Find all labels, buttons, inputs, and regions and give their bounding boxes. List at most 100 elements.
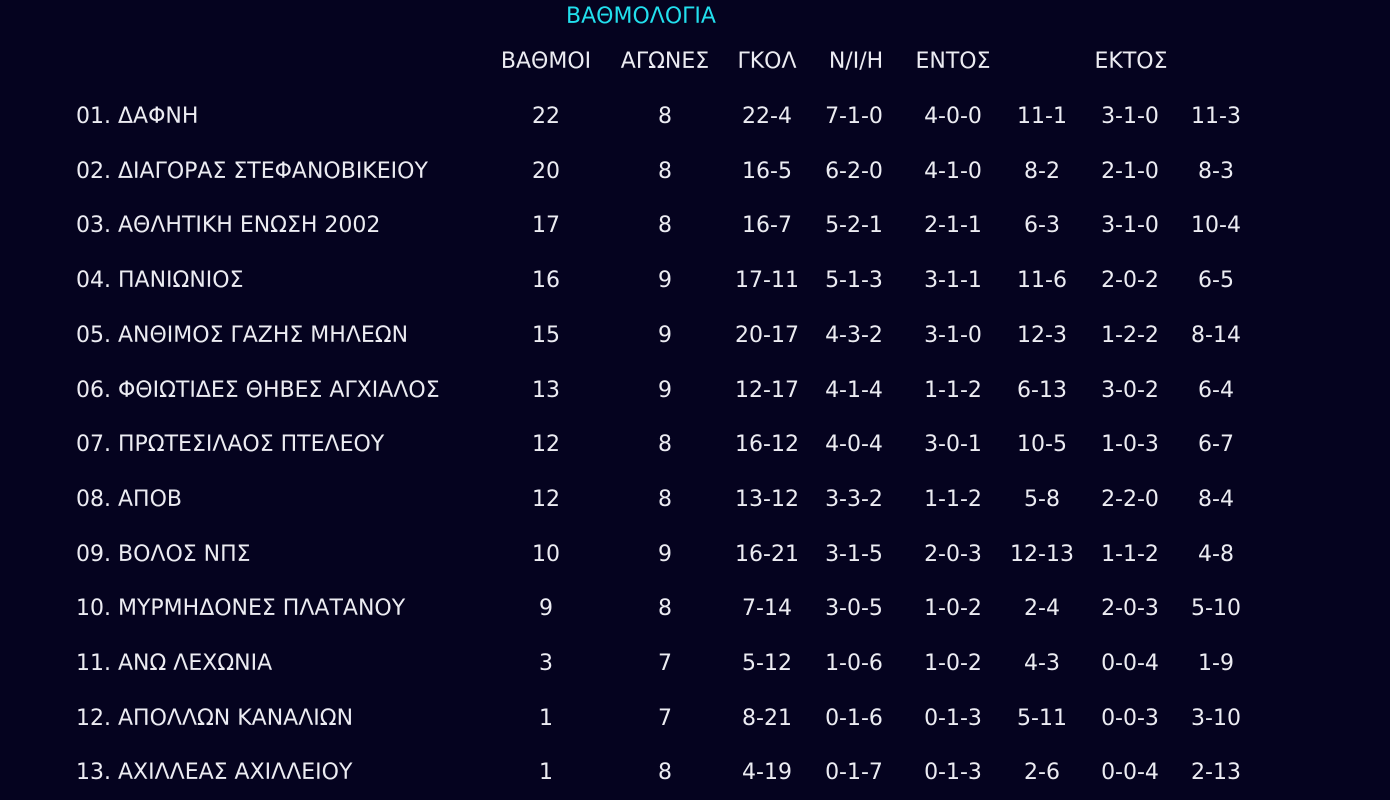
cell-games: 8 (658, 596, 672, 622)
cell-away-goals: 11-3 (1191, 104, 1241, 129)
cell-home-record: 3-0-1 (924, 432, 982, 458)
cell-games: 8 (658, 213, 672, 239)
cell-games: 9 (658, 322, 672, 348)
cell-away-goals: 8-4 (1198, 486, 1234, 512)
cell-goals: 4-19 (742, 760, 792, 786)
team-name: 10. ΜΥΡΜΗΔΟΝΕΣ ΠΛΑΤΑΝΟΥ (76, 596, 406, 622)
team-name: 13. ΑΧΙΛΛΕΑΣ ΑΧΙΛΛΕΙΟΥ (76, 760, 353, 786)
cell-away-record: 3-0-2 (1101, 377, 1159, 403)
table-row: 05. ΑΝΘΙΜΟΣ ΓΑΖΗΣ ΜΗΛΕΩΝ 15 9 20-17 4-3-2 3-1… (0, 316, 1390, 356)
team-name: 01. ΔΑΦΝΗ (76, 104, 199, 129)
table-row: 12. ΑΠΟΛΛΩΝ ΚΑΝΑΛΙΩΝ 1 7 8-21 0-1-6 0-1-3 5-11… (0, 699, 1390, 739)
cell-goals: 22-4 (742, 104, 792, 129)
cell-away-record: 2-2-0 (1101, 486, 1159, 512)
cell-away-goals: 6-4 (1198, 377, 1234, 403)
cell-points: 12 (532, 486, 560, 512)
cell-away-goals: 10-4 (1191, 213, 1241, 239)
cell-away-goals: 6-5 (1198, 268, 1234, 294)
cell-goals: 17-11 (735, 268, 799, 294)
cell-home-record: 1-1-2 (924, 486, 982, 512)
cell-away-record: 2-1-0 (1101, 158, 1159, 184)
cell-points: 9 (539, 596, 553, 622)
cell-home-goals: 12-13 (1010, 541, 1074, 567)
cell-games: 8 (658, 760, 672, 786)
cell-goals: 16-12 (735, 432, 799, 458)
cell-games: 9 (658, 541, 672, 567)
team-name: 12. ΑΠΟΛΛΩΝ ΚΑΝΑΛΙΩΝ (76, 705, 354, 731)
cell-home-record: 0-1-3 (924, 705, 982, 731)
cell-record: 3-1-5 (825, 541, 883, 567)
cell-record: 6-2-0 (825, 158, 883, 184)
cell-record: 5-1-3 (825, 268, 883, 294)
cell-record: 0-1-7 (825, 760, 883, 786)
cell-away-record: 1-1-2 (1101, 541, 1159, 567)
cell-goals: 5-12 (742, 651, 792, 676)
cell-goals: 13-12 (735, 486, 799, 512)
team-name: 04. ΠΑΝΙΩΝΙΟΣ (76, 268, 244, 294)
cell-points: 12 (532, 432, 560, 458)
cell-points: 10 (532, 541, 560, 567)
cell-record: 3-3-2 (825, 486, 883, 512)
cell-away-record: 1-2-2 (1101, 322, 1159, 348)
cell-record: 4-0-4 (825, 432, 883, 458)
cell-away-record: 2-0-3 (1101, 596, 1159, 622)
cell-points: 22 (532, 104, 560, 129)
cell-games: 8 (658, 104, 672, 129)
cell-home-goals: 6-13 (1017, 377, 1067, 403)
cell-away-goals: 6-7 (1198, 432, 1234, 458)
cell-away-goals: 8-14 (1191, 322, 1241, 348)
cell-home-goals: 11-6 (1017, 268, 1067, 294)
cell-home-goals: 11-1 (1017, 104, 1067, 129)
table-row: 11. ΑΝΩ ΛΕΧΩΝΙΑ 3 7 5-12 1-0-6 1-0-2 4-3 0-0-4 1… (0, 644, 1390, 684)
cell-home-goals: 5-11 (1017, 705, 1067, 731)
cell-home-record: 4-0-0 (924, 104, 982, 129)
cell-goals: 8-21 (742, 705, 792, 731)
cell-points: 13 (532, 377, 560, 403)
cell-points: 3 (539, 651, 553, 676)
table-row: 03. ΑΘΛΗΤΙΚΗ ΕΝΩΣΗ 2002 17 8 16-7 5-2-1 2-1-1… (0, 206, 1390, 246)
header-away: ΕΚΤΟΣ (1094, 49, 1168, 74)
cell-record: 1-0-6 (825, 651, 883, 676)
cell-away-record: 0-0-3 (1101, 705, 1159, 731)
cell-games: 7 (658, 705, 672, 731)
cell-home-record: 2-0-3 (924, 541, 982, 567)
cell-home-record: 3-1-1 (924, 268, 982, 294)
team-name: 05. ΑΝΘΙΜΟΣ ΓΑΖΗΣ ΜΗΛΕΩΝ (76, 322, 409, 348)
cell-away-goals: 5-10 (1191, 596, 1241, 622)
cell-home-record: 1-0-2 (924, 596, 982, 622)
cell-away-record: 1-0-3 (1101, 432, 1159, 458)
cell-games: 8 (658, 432, 672, 458)
cell-home-record: 4-1-0 (924, 158, 982, 184)
table-row: 07. ΠΡΩΤΕΣΙΛΑΟΣ ΠΤΕΛΕΟΥ 12 8 16-12 4-0-4 3-0-… (0, 425, 1390, 465)
cell-away-goals: 4-8 (1198, 541, 1234, 567)
header-games: ΑΓΩΝΕΣ (620, 49, 710, 74)
cell-home-record: 0-1-3 (924, 760, 982, 786)
cell-points: 20 (532, 158, 560, 184)
cell-away-record: 3-1-0 (1101, 213, 1159, 239)
cell-games: 8 (658, 158, 672, 184)
cell-away-record: 2-0-2 (1101, 268, 1159, 294)
cell-home-record: 3-1-0 (924, 322, 982, 348)
team-name: 06. ΦΘΙΩΤΙΔΕΣ ΘΗΒΕΣ ΑΓΧΙΑΛΟΣ (76, 377, 440, 403)
cell-games: 8 (658, 486, 672, 512)
cell-record: 4-3-2 (825, 322, 883, 348)
cell-away-goals: 3-10 (1191, 705, 1241, 731)
cell-home-record: 1-1-2 (924, 377, 982, 403)
table-row: 02. ΔΙΑΓΟΡΑΣ ΣΤΕΦΑΝΟΒΙΚΕΙΟΥ 20 8 16-5 6-2-0 4… (0, 152, 1390, 192)
table-row: 08. ΑΠΟΒ 12 8 13-12 3-3-2 1-1-2 5-8 2-2-0 8-4 (0, 480, 1390, 520)
cell-away-goals: 2-13 (1191, 760, 1241, 786)
cell-home-goals: 10-5 (1017, 432, 1067, 458)
cell-home-record: 2-1-1 (924, 213, 982, 239)
cell-games: 9 (658, 377, 672, 403)
header-points: ΒΑΘΜΟΙ (500, 49, 592, 74)
cell-record: 7-1-0 (825, 104, 883, 129)
team-name: 02. ΔΙΑΓΟΡΑΣ ΣΤΕΦΑΝΟΒΙΚΕΙΟΥ (76, 158, 428, 184)
cell-home-goals: 5-8 (1024, 486, 1060, 512)
header-home: ΕΝΤΟΣ (915, 49, 991, 74)
cell-goals: 7-14 (742, 596, 792, 622)
cell-goals: 16-21 (735, 541, 799, 567)
cell-home-goals: 2-6 (1024, 760, 1060, 786)
cell-away-record: 0-0-4 (1101, 760, 1159, 786)
cell-points: 1 (539, 760, 553, 786)
table-row: 01. ΔΑΦΝΗ 22 8 22-4 7-1-0 4-0-0 11-1 3-1-0 11-3 (0, 97, 1390, 137)
